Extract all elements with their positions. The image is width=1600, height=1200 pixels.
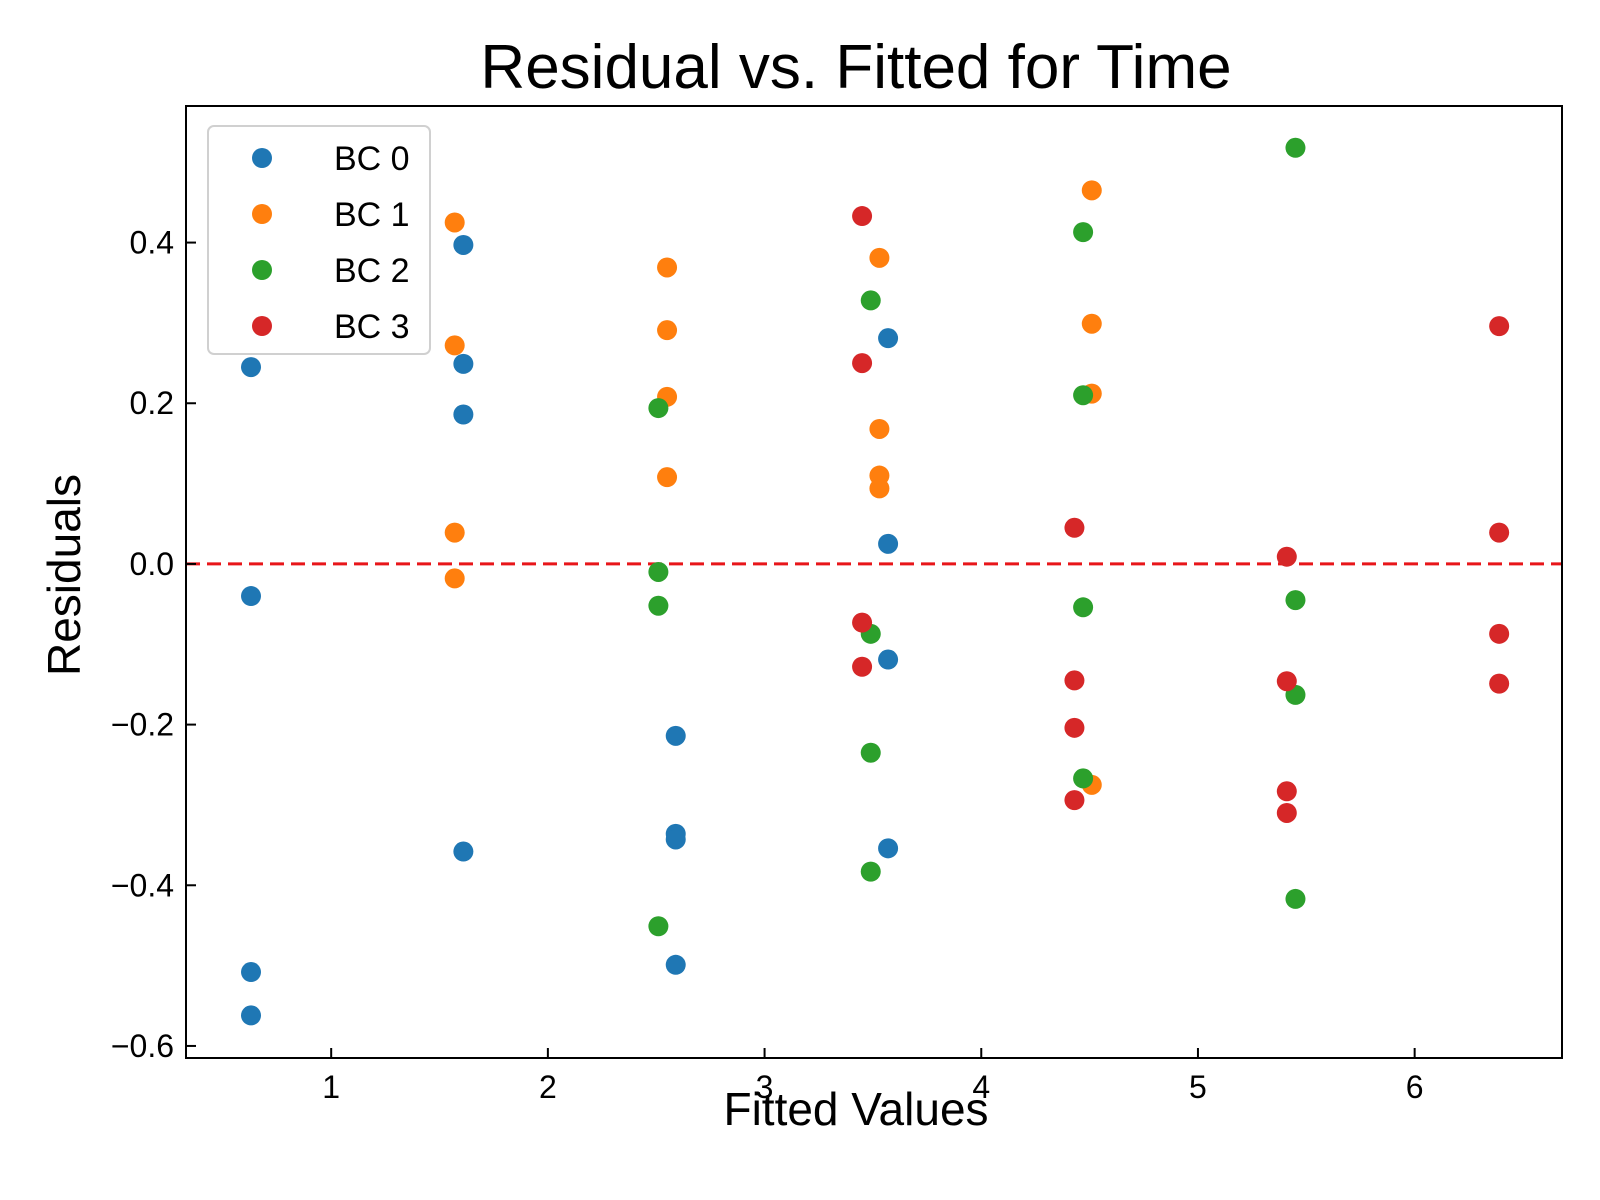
x-tick-label-2: 3 (756, 1069, 774, 1105)
point-bc1-9 (869, 418, 890, 439)
point-bc3-4 (1064, 517, 1085, 538)
point-bc3-11 (1276, 802, 1297, 823)
legend-label-3: BC 3 (334, 308, 410, 346)
y-tick-label-5: 0.4 (130, 225, 174, 261)
point-bc3-6 (1064, 717, 1085, 738)
point-bc2-15 (1285, 888, 1306, 909)
point-bc0-12 (878, 328, 899, 349)
point-bc0-2 (241, 962, 262, 983)
x-tick-label-5: 6 (1406, 1069, 1424, 1105)
legend-marker-3 (252, 316, 272, 336)
point-bc2-9 (1073, 385, 1094, 406)
point-bc3-14 (1489, 623, 1510, 644)
point-bc0-1 (241, 586, 262, 607)
legend-marker-1 (252, 204, 272, 224)
point-bc0-8 (665, 725, 686, 746)
point-bc0-0 (241, 357, 262, 378)
point-bc3-0 (852, 206, 873, 227)
point-bc3-3 (852, 656, 873, 677)
point-bc1-8 (869, 247, 890, 268)
legend-label-0: BC 0 (334, 140, 410, 178)
axes-frame (185, 105, 1563, 1059)
point-bc2-12 (1285, 137, 1306, 158)
point-bc0-3 (241, 1005, 262, 1026)
legend: BC 0 BC 1 BC 2 BC 3 (207, 125, 431, 355)
point-bc3-7 (1064, 790, 1085, 811)
point-bc1-0 (444, 212, 465, 233)
point-bc2-4 (860, 290, 881, 311)
point-bc0-7 (453, 841, 474, 862)
point-bc0-13 (878, 533, 899, 554)
y-tick-label-4: 0.2 (130, 385, 174, 421)
point-bc1-2 (444, 522, 465, 543)
point-bc3-13 (1489, 522, 1510, 543)
legend-marker-0 (252, 148, 272, 168)
point-bc2-2 (648, 595, 669, 616)
point-bc1-12 (1081, 180, 1102, 201)
point-bc0-4 (453, 234, 474, 255)
point-bc2-6 (860, 742, 881, 763)
y-tick-label-2: −0.2 (111, 707, 174, 743)
point-bc1-7 (657, 467, 678, 488)
point-bc2-8 (1073, 222, 1094, 243)
point-bc3-12 (1489, 316, 1510, 337)
y-tick-label-1: −0.4 (111, 867, 174, 903)
point-bc1-3 (444, 568, 465, 589)
point-bc3-2 (852, 612, 873, 633)
x-tick-label-3: 4 (972, 1069, 990, 1105)
legend-label-2: BC 2 (334, 252, 410, 290)
point-bc0-15 (878, 838, 899, 859)
point-bc3-9 (1276, 671, 1297, 692)
point-bc2-13 (1285, 590, 1306, 611)
x-axis-label: Fitted Values (723, 1083, 988, 1135)
point-bc2-10 (1073, 597, 1094, 618)
y-axis-label: Residuals (38, 474, 90, 676)
point-bc2-3 (648, 916, 669, 937)
point-bc3-5 (1064, 670, 1085, 691)
y-tick-label-3: 0.0 (130, 546, 174, 582)
point-bc0-6 (453, 404, 474, 425)
point-bc0-11 (665, 954, 686, 975)
y-tick-label-0: −0.6 (111, 1028, 174, 1064)
legend-box (207, 125, 431, 355)
x-tick-label-0: 1 (322, 1069, 340, 1105)
point-bc2-7 (860, 861, 881, 882)
point-bc2-1 (648, 561, 669, 582)
point-bc0-14 (878, 649, 899, 670)
point-bc1-13 (1081, 313, 1102, 334)
point-bc1-5 (657, 320, 678, 341)
point-bc3-8 (1276, 546, 1297, 567)
point-bc3-15 (1489, 673, 1510, 694)
x-tick-label-1: 2 (539, 1069, 557, 1105)
x-tick-label-4: 5 (1189, 1069, 1207, 1105)
plot-area: 1 2 3 4 5 6−0.6−0.4−0.20.00.20.4BC 0BC 1BC 2B… (111, 105, 1563, 1105)
point-bc2-11 (1073, 768, 1094, 789)
point-bc0-10 (665, 829, 686, 850)
point-bc2-0 (648, 398, 669, 419)
legend-marker-2 (252, 260, 272, 280)
point-bc0-5 (453, 353, 474, 374)
point-bc1-4 (657, 257, 678, 278)
point-bc1-1 (444, 335, 465, 356)
chart-title: Residual vs. Fitted for Time (480, 33, 1231, 102)
point-bc3-10 (1276, 781, 1297, 802)
point-bc3-1 (852, 353, 873, 374)
legend-label-1: BC 1 (334, 196, 410, 234)
point-bc1-11 (869, 478, 890, 499)
